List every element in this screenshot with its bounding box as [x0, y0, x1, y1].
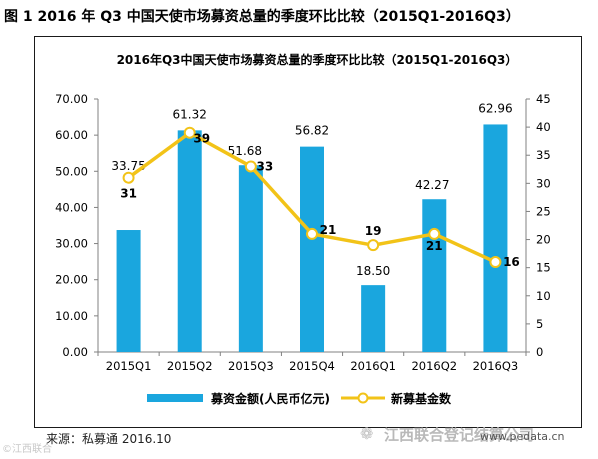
line-point	[428, 227, 441, 240]
y-right-tick-label: 30	[536, 176, 551, 190]
line-data-label: 39	[193, 132, 210, 146]
bar-data-label: 56.82	[295, 124, 329, 138]
y-left-tick-label: 40.00	[55, 200, 88, 214]
y-right-tick-label: 10	[536, 289, 551, 303]
line-point	[367, 239, 380, 252]
line-point	[183, 126, 196, 139]
watermark-text: 江西联合登记结算公司	[384, 426, 535, 444]
x-tick-label: 2015Q1	[106, 359, 152, 373]
line-point	[122, 171, 135, 184]
y-right-tick-label: 0	[536, 345, 543, 359]
bar	[177, 130, 202, 352]
legend-line-marker	[357, 392, 369, 404]
line-point	[244, 160, 257, 173]
bar	[116, 230, 141, 352]
chart-frame: 2016年Q3中国天使市场募资总量的季度环比比较（2015Q1-2016Q3） 0…	[34, 36, 582, 428]
bar	[238, 165, 263, 352]
y-left-tick-label: 70.00	[55, 92, 88, 106]
bar	[483, 124, 508, 352]
line-data-label: 31	[120, 187, 137, 201]
y-right-tick-label: 35	[536, 148, 551, 162]
bar	[422, 199, 447, 352]
y-right-tick-label: 20	[536, 233, 551, 247]
line-point	[489, 256, 502, 269]
y-left-tick-label: 60.00	[55, 128, 88, 142]
line-data-label: 21	[320, 223, 337, 237]
bar	[300, 146, 324, 352]
combo-chart: 2016年Q3中国天使市场募资总量的季度环比比较（2015Q1-2016Q3） 0…	[55, 52, 551, 406]
y-left-tick-label: 0.00	[62, 345, 88, 359]
line-point	[306, 227, 318, 240]
line-data-label: 33	[257, 159, 274, 173]
watermark-left: ©江西联合	[2, 444, 52, 455]
x-tick-label: 2016Q3	[473, 359, 519, 373]
bar-data-label: 18.50	[356, 264, 390, 278]
legend-line-label: 新募基金数	[391, 391, 452, 406]
x-tick-label: 2015Q4	[289, 359, 335, 373]
line-data-label: 16	[503, 255, 520, 269]
y-right-tick-label: 15	[536, 261, 551, 275]
x-tick-label: 2016Q2	[411, 359, 457, 373]
y-left-tick-label: 20.00	[55, 273, 88, 287]
source-note: 来源：私募通 2016.10	[46, 432, 172, 446]
bar-data-label: 51.68	[228, 144, 262, 158]
chat-bubble-icon: ❁	[360, 424, 374, 443]
bar-data-label: 62.96	[478, 101, 512, 115]
x-tick-label: 2016Q1	[350, 359, 396, 373]
bar-data-label: 42.27	[415, 178, 449, 192]
x-tick-label: 2015Q3	[228, 359, 274, 373]
y-left-tick-label: 30.00	[55, 237, 88, 251]
y-right-tick-label: 45	[536, 92, 551, 106]
bar	[361, 285, 386, 352]
legend-bar-label: 募资金额(人民币亿元)	[210, 391, 330, 406]
figure-caption: 图 1 2016 年 Q3 中国天使市场募资总量的季度环比比较（2015Q1-2…	[4, 9, 520, 25]
y-left-tick-label: 10.00	[55, 309, 88, 323]
bar-data-label: 61.32	[173, 107, 207, 121]
y-right-tick-label: 25	[536, 204, 551, 218]
legend-bar-swatch	[147, 394, 203, 402]
line-data-label: 19	[365, 224, 382, 238]
y-right-tick-label: 40	[536, 120, 551, 134]
watermark-url: www.pedata.cn	[480, 430, 565, 443]
x-tick-label: 2015Q2	[167, 359, 213, 373]
chart-title: 2016年Q3中国天使市场募资总量的季度环比比较（2015Q1-2016Q3）	[117, 52, 518, 67]
line-data-label: 21	[426, 239, 443, 253]
y-left-tick-label: 50.00	[55, 164, 88, 178]
y-right-tick-label: 5	[536, 317, 543, 331]
